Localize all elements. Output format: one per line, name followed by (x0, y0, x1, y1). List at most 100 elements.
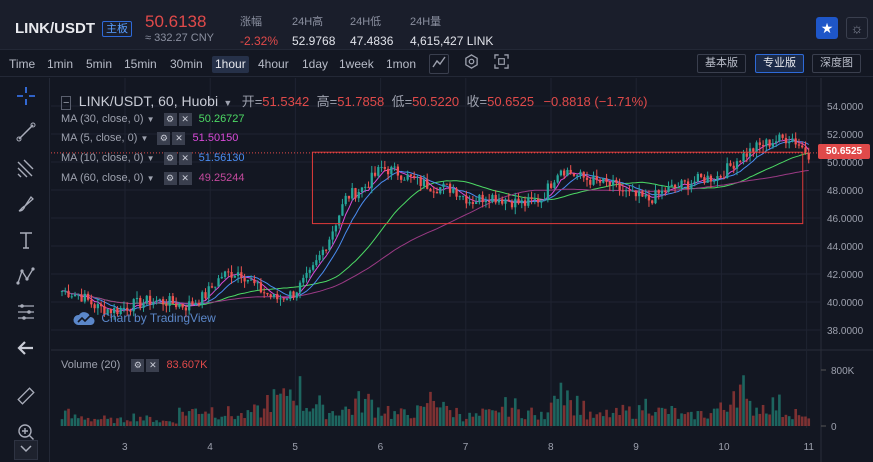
volume-bar (690, 411, 693, 426)
gear-icon[interactable]: ⚙ (157, 131, 171, 145)
pair-name[interactable]: LINK/USDT (15, 20, 95, 37)
volume-bar (527, 410, 530, 426)
volume-bar (562, 405, 566, 426)
stat-label: 24H低 (350, 16, 382, 28)
trend-line-tool-icon[interactable] (13, 122, 39, 148)
dropdown-icon[interactable]: ▼ (146, 174, 155, 183)
indicator-ma60[interactable]: MA (60, close, 0) ▼ ⚙ ✕ 49.25244 (61, 170, 245, 186)
candle-body (729, 163, 732, 166)
candle-body (569, 169, 572, 174)
volume-bar (363, 398, 367, 426)
volume-bar (288, 389, 292, 426)
volume-bar (703, 417, 706, 426)
candle-body (670, 184, 673, 187)
indicator-ma5[interactable]: MA (5, close, 0) ▼ ⚙ ✕ 51.50150 (61, 130, 238, 146)
back-arrow-icon[interactable] (13, 338, 39, 364)
volume-bar (279, 393, 282, 426)
fullscreen-icon[interactable] (491, 54, 511, 74)
brush-tool-icon[interactable] (13, 194, 39, 220)
collapse-panel-button[interactable] (14, 440, 38, 460)
candle-body (116, 308, 119, 315)
timeframe-5min[interactable]: 5min (86, 57, 113, 71)
volume-bar (60, 419, 64, 426)
indicator-ma30[interactable]: MA (30, close, 0) ▼ ⚙ ✕ 50.26727 (61, 111, 245, 127)
volume-bar (318, 395, 321, 426)
ma-line (62, 140, 809, 311)
volume-bar (631, 418, 634, 426)
text-tool-icon[interactable] (13, 230, 39, 256)
fib-tool-icon[interactable] (13, 158, 39, 184)
pattern-tool-icon[interactable] (13, 266, 39, 292)
cny-price: ≈ 332.27 CNY (145, 32, 215, 44)
symbol-title[interactable]: LINK/USDT, 60, Huobi (78, 93, 219, 109)
close-icon[interactable]: ✕ (178, 171, 192, 185)
settings-gear-icon[interactable] (461, 54, 481, 74)
view-depth-button[interactable]: 深度图 (812, 54, 861, 73)
timeframe-1hour[interactable]: 1hour (212, 56, 249, 73)
dropdown-icon[interactable]: ▼ (146, 154, 155, 163)
dropdown-icon[interactable]: ▼ (223, 98, 233, 108)
candle-body (152, 301, 155, 305)
candle-body (651, 200, 654, 204)
timeframe-15min[interactable]: 15min (124, 57, 157, 71)
close-icon[interactable]: ✕ (178, 112, 192, 126)
timeframe-1min[interactable]: 1min (47, 57, 74, 71)
ruler-icon (17, 387, 35, 405)
favorite-star-icon[interactable]: ★ (816, 17, 838, 39)
dropdown-icon[interactable]: ▼ (146, 115, 155, 124)
volume-legend[interactable]: Volume (20) ⚙ ✕ 83.607K (61, 357, 207, 373)
timeframe-30min[interactable]: 30min (170, 57, 203, 71)
candle-body (86, 293, 90, 300)
timeframe-1week[interactable]: 1week (339, 57, 374, 71)
candle-body (523, 200, 527, 206)
line-icon (16, 122, 36, 142)
view-basic-button[interactable]: 基本版 (697, 54, 746, 73)
volume-bar (738, 384, 742, 426)
gear-icon[interactable]: ⚙ (131, 358, 145, 372)
close-icon[interactable]: ✕ (172, 131, 186, 145)
timeframe-1day[interactable]: 1day (302, 57, 329, 71)
timeframe-1mon[interactable]: 1mon (386, 57, 417, 71)
gear-icon[interactable]: ⚙ (163, 171, 177, 185)
volume-bar (298, 376, 302, 426)
volume-bar (781, 416, 784, 426)
zoom-in-icon[interactable] (13, 422, 39, 448)
volume-bar (494, 410, 497, 426)
ruler-tool-icon[interactable] (13, 386, 39, 412)
candle-body (60, 290, 64, 292)
candle-body (680, 180, 683, 187)
candle-body (126, 307, 129, 311)
volume-bar (654, 412, 657, 426)
candle-body (422, 179, 426, 186)
volume-bar (784, 414, 788, 426)
close-icon[interactable]: ✕ (178, 151, 192, 165)
volume-bar (412, 417, 416, 426)
gear-icon[interactable]: ⚙ (163, 151, 177, 165)
volume-bar (660, 407, 664, 426)
candle-body (334, 225, 338, 232)
volume-bar (673, 407, 677, 426)
volume-bar (357, 391, 361, 426)
candle-body (302, 277, 305, 283)
time-tick-label: 5 (292, 442, 298, 453)
candle-body (409, 174, 413, 176)
dropdown-icon[interactable]: ▼ (140, 134, 149, 143)
volume-bar (165, 421, 168, 426)
theme-toggle-icon[interactable]: ☼ (846, 17, 868, 39)
gear-icon[interactable]: ⚙ (163, 112, 177, 126)
timeframe-4hour[interactable]: 4hour (258, 57, 289, 71)
candle-body (129, 310, 132, 312)
volume-bar (161, 420, 165, 426)
crosshair-tool-icon[interactable] (13, 86, 39, 112)
indicator-label: MA (30, close, 0) (61, 113, 144, 125)
candle-body (768, 139, 771, 147)
close-icon[interactable]: ✕ (146, 358, 160, 372)
collapse-legend-icon[interactable]: − (61, 96, 72, 110)
indicator-chart-icon[interactable] (429, 54, 449, 74)
prediction-tool-icon[interactable] (13, 302, 39, 328)
indicator-ma10[interactable]: MA (10, close, 0) ▼ ⚙ ✕ 51.56130 (61, 150, 245, 166)
timeframe-time[interactable]: Time (9, 57, 36, 71)
view-pro-button[interactable]: 专业版 (755, 54, 804, 73)
expand-icon (493, 54, 509, 69)
volume-bar (217, 419, 220, 426)
